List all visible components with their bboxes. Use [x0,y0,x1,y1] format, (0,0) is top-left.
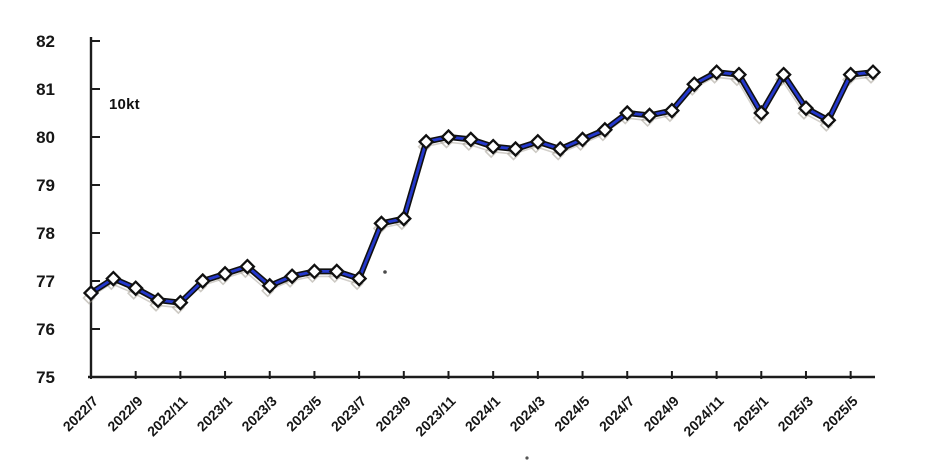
x-tick-label: 2022/11 [144,393,191,440]
y-tick-label: 75 [36,368,55,387]
data-point-marker [350,270,368,287]
data-point-marker [395,210,412,227]
data-point-marker [82,284,100,302]
data-point-marker [730,66,748,83]
data-point-marker [552,140,569,158]
data-point-marker [708,64,725,81]
data-point-marker [686,76,703,93]
scan-artifact-dot [525,456,529,460]
data-point-marker [283,268,301,285]
x-tick-label: 2024/11 [680,393,727,440]
ghost-line [88,76,872,309]
data-point-marker [261,277,278,294]
data-point-marker [462,131,479,148]
data-point-marker [753,104,770,122]
data-point-marker [641,107,658,124]
data-point-marker [485,138,502,155]
data-point-marker [775,66,792,83]
data-point-marker [574,131,591,148]
y-tick-label: 81 [36,80,55,99]
x-tick-label: 2023/1 [194,393,236,435]
data-point-marker [842,66,859,83]
data-point-marker [328,263,345,280]
data-point-marker [619,104,636,122]
data-point-marker [216,265,234,282]
unit-label: 10kt [109,96,140,113]
x-tick-label: 2025/1 [730,393,772,435]
data-point-marker [418,133,435,150]
data-point-marker [373,215,390,232]
x-tick-label: 2022/7 [60,393,102,435]
data-point-marker [172,294,189,311]
data-point-marker [194,272,211,290]
data-point-marker [663,102,681,119]
y-tick-label: 80 [36,128,55,147]
series-line-outline [88,69,876,306]
x-tick-label: 2023/9 [372,393,414,435]
x-tick-label: 2025/3 [774,393,816,435]
data-point-marker [127,280,144,297]
data-point-marker [239,258,256,275]
data-point-marker [105,270,122,287]
x-tick-label: 2025/5 [819,393,861,435]
x-tick-label: 2024/7 [596,393,638,435]
y-tick-label: 76 [36,320,55,339]
data-point-marker [596,121,614,138]
x-tick-label: 2023/7 [328,393,370,435]
x-tick-label: 2022/9 [104,393,146,435]
data-point-marker [507,140,524,158]
x-tick-label: 2024/1 [462,393,504,435]
scan-artifact-dot [383,270,387,274]
x-tick-label: 2023/5 [283,393,325,435]
data-point-marker [797,100,815,117]
data-point-marker [529,133,546,150]
y-tick-label: 77 [36,272,55,291]
y-tick-label: 79 [36,176,55,195]
x-tick-label: 2024/9 [640,393,682,435]
x-tick-label: 2024/5 [551,393,593,435]
data-point-marker [306,263,323,280]
data-point-marker [149,292,167,309]
x-tick-label: 2024/3 [506,393,548,435]
y-tick-label: 82 [36,32,55,51]
x-tick-label: 2023/11 [412,393,459,440]
x-tick-label: 2023/3 [238,393,280,435]
y-tick-label: 78 [36,224,55,243]
data-point-marker [440,128,457,146]
data-point-marker [864,64,882,81]
data-point-marker [820,112,837,129]
